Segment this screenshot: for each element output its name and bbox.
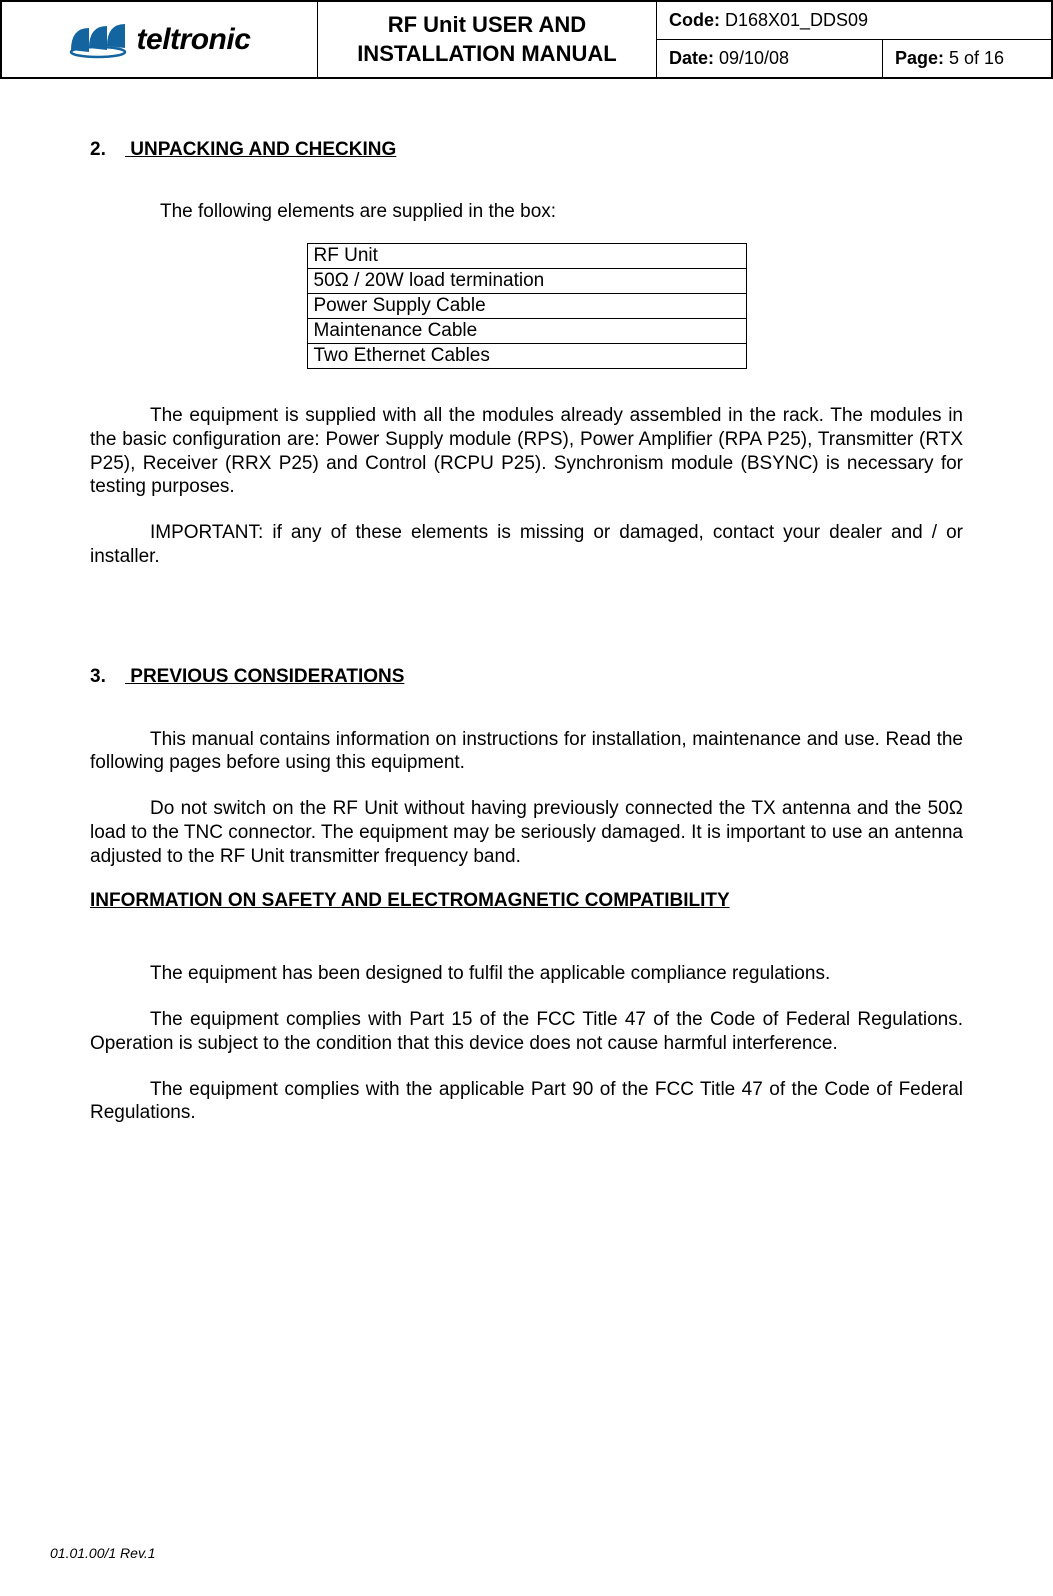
- section-3-number: 3.: [90, 666, 125, 688]
- safety-emc-heading: INFORMATION ON SAFETY AND ELECTROMAGNETI…: [90, 890, 963, 912]
- logo: teltronic: [14, 20, 305, 60]
- section-2-title: UNPACKING AND CHECKING: [130, 139, 396, 160]
- supply-items-table: RF Unit 50Ω / 20W load termination Power…: [307, 243, 747, 369]
- date-value: 09/10/08: [719, 48, 789, 68]
- section-2-number: 2.: [90, 139, 125, 161]
- date-cell: Date: 09/10/08: [656, 40, 882, 79]
- document-content: 2. UNPACKING AND CHECKING The following …: [0, 79, 1053, 1125]
- date-label: Date:: [669, 48, 714, 68]
- section-2-para-2: IMPORTANT: if any of these elements is m…: [90, 521, 963, 569]
- section-2-heading: 2. UNPACKING AND CHECKING: [90, 139, 963, 161]
- page-cell: Page: 5 of 16: [882, 40, 1052, 79]
- table-row: 50Ω / 20W load termination: [307, 269, 746, 294]
- section-2-para-1: The equipment is supplied with all the m…: [90, 404, 963, 499]
- section-3-title: PREVIOUS CONSIDERATIONS: [130, 666, 404, 687]
- page-value: 5 of 16: [949, 48, 1004, 68]
- code-value: D168X01_DDS09: [725, 10, 868, 30]
- section-3-para-4: The equipment complies with Part 15 of t…: [90, 1008, 963, 1056]
- section-3-para-2: Do not switch on the RF Unit without hav…: [90, 797, 963, 868]
- section-3-para-1: This manual contains information on inst…: [90, 728, 963, 776]
- table-row: RF Unit: [307, 244, 746, 269]
- page-label: Page:: [895, 48, 944, 68]
- table-row: Maintenance Cable: [307, 319, 746, 344]
- section-3-para-5: The equipment complies with the applicab…: [90, 1078, 963, 1126]
- logo-cell: teltronic: [1, 1, 317, 78]
- code-cell: Code: D168X01_DDS09: [656, 1, 1052, 40]
- section-3-heading: 3. PREVIOUS CONSIDERATIONS: [90, 666, 963, 688]
- document-title: RF Unit USER AND INSTALLATION MANUAL: [317, 1, 656, 78]
- table-row: Power Supply Cable: [307, 294, 746, 319]
- document-header: teltronic RF Unit USER AND INSTALLATION …: [0, 0, 1053, 79]
- section-3-para-3: The equipment has been designed to fulfi…: [90, 962, 963, 986]
- code-label: Code:: [669, 10, 720, 30]
- section-2-intro: The following elements are supplied in t…: [160, 201, 963, 223]
- document-footer: 01.01.00/1 Rev.1: [50, 1545, 156, 1561]
- table-row: Two Ethernet Cables: [307, 344, 746, 369]
- teltronic-logo-icon: [69, 20, 129, 60]
- logo-text: teltronic: [137, 23, 251, 57]
